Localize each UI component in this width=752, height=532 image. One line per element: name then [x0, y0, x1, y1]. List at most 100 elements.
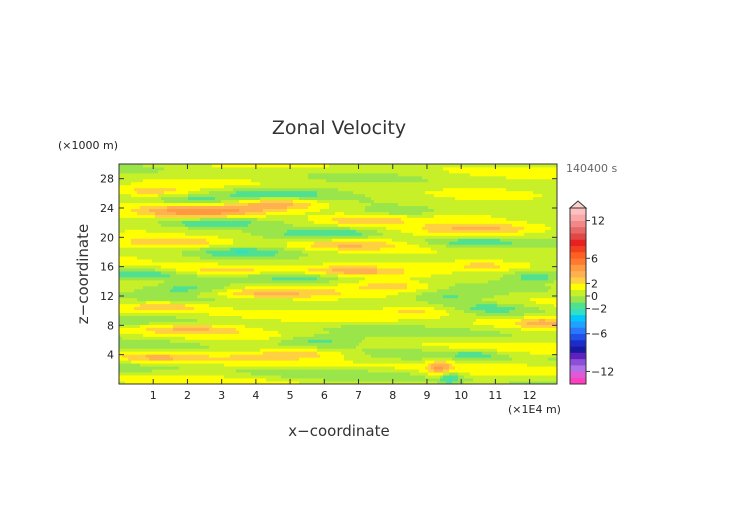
field-cell [179, 279, 183, 284]
field-cell [281, 333, 285, 337]
field-cell [227, 378, 231, 382]
field-cell [329, 378, 333, 382]
field-cell [314, 282, 318, 287]
field-cell [200, 336, 204, 340]
field-cell [422, 381, 426, 384]
field-cell [230, 339, 234, 343]
field-cell [230, 288, 234, 293]
field-cell [149, 345, 153, 349]
field-cell [473, 294, 477, 299]
field-cell [206, 285, 210, 290]
field-cell [143, 363, 147, 367]
field-cell [131, 354, 135, 358]
field-cell [191, 315, 195, 319]
field-cell [542, 327, 546, 331]
field-cell [182, 348, 186, 352]
field-cell [344, 378, 348, 382]
field-cell [296, 366, 300, 370]
field-cell [395, 363, 399, 367]
field-cell [341, 312, 345, 317]
field-cell [140, 369, 144, 373]
field-cell [224, 366, 228, 370]
field-cell [461, 339, 465, 343]
field-cell [539, 309, 543, 314]
field-cell [428, 309, 432, 314]
field-cell [437, 369, 441, 373]
field-cell [254, 351, 258, 355]
field-cell [284, 291, 288, 296]
field-cell [242, 360, 246, 364]
field-cell [446, 309, 450, 314]
field-cell [167, 342, 171, 346]
field-cell [476, 285, 480, 290]
field-cell [431, 366, 435, 370]
field-cell [440, 360, 444, 364]
field-cell [422, 306, 426, 311]
field-cell [473, 306, 477, 311]
field-cell [266, 282, 270, 287]
field-cell [173, 345, 177, 349]
field-cell [131, 381, 135, 384]
field-cell [218, 378, 222, 382]
field-cell [542, 321, 546, 325]
field-cell [545, 366, 549, 370]
field-cell [476, 306, 480, 311]
field-cell [479, 369, 483, 373]
field-cell [422, 321, 426, 325]
field-cell [422, 372, 426, 376]
field-cell [470, 312, 474, 317]
field-cell [512, 318, 516, 322]
field-cell [428, 363, 432, 367]
field-cell [155, 381, 159, 384]
field-cell [545, 375, 549, 379]
field-cell [152, 354, 156, 358]
field-cell [218, 351, 222, 355]
field-cell [125, 294, 129, 299]
field-cell [194, 342, 198, 346]
field-cell [542, 351, 546, 355]
field-cell [461, 300, 465, 305]
field-cell [239, 297, 243, 302]
field-cell [473, 369, 477, 373]
field-cell [299, 381, 303, 384]
field-cell [176, 297, 180, 302]
field-cell [470, 345, 474, 349]
field-cell [392, 336, 396, 340]
field-cell [155, 378, 159, 382]
field-cell [509, 297, 513, 302]
field-cell [170, 297, 174, 302]
field-cell [203, 378, 207, 382]
field-cell [167, 339, 171, 343]
field-cell [416, 327, 420, 331]
field-cell [263, 333, 267, 337]
field-cell [263, 363, 267, 367]
field-cell [179, 360, 183, 364]
field-cell [527, 363, 531, 367]
field-cell [254, 372, 258, 376]
field-cell [338, 291, 342, 296]
field-cell [188, 327, 192, 331]
field-cell [377, 345, 381, 349]
field-cell [293, 345, 297, 349]
field-cell [257, 309, 261, 314]
field-cell [449, 351, 453, 355]
field-cell [398, 348, 402, 352]
field-cell [338, 288, 342, 293]
field-cell [239, 369, 243, 373]
field-cell [491, 285, 495, 290]
field-cell [452, 354, 456, 358]
field-cell [170, 306, 174, 311]
field-cell [206, 294, 210, 299]
field-cell [200, 288, 204, 293]
field-cell [470, 369, 474, 373]
field-cell [485, 285, 489, 290]
field-cell [158, 336, 162, 340]
field-cell [335, 315, 339, 319]
field-cell [215, 381, 219, 384]
field-cell [392, 285, 396, 290]
field-cell [131, 318, 135, 322]
field-cell [398, 285, 402, 290]
field-cell [239, 351, 243, 355]
field-cell [308, 357, 312, 361]
field-cell [161, 321, 165, 325]
